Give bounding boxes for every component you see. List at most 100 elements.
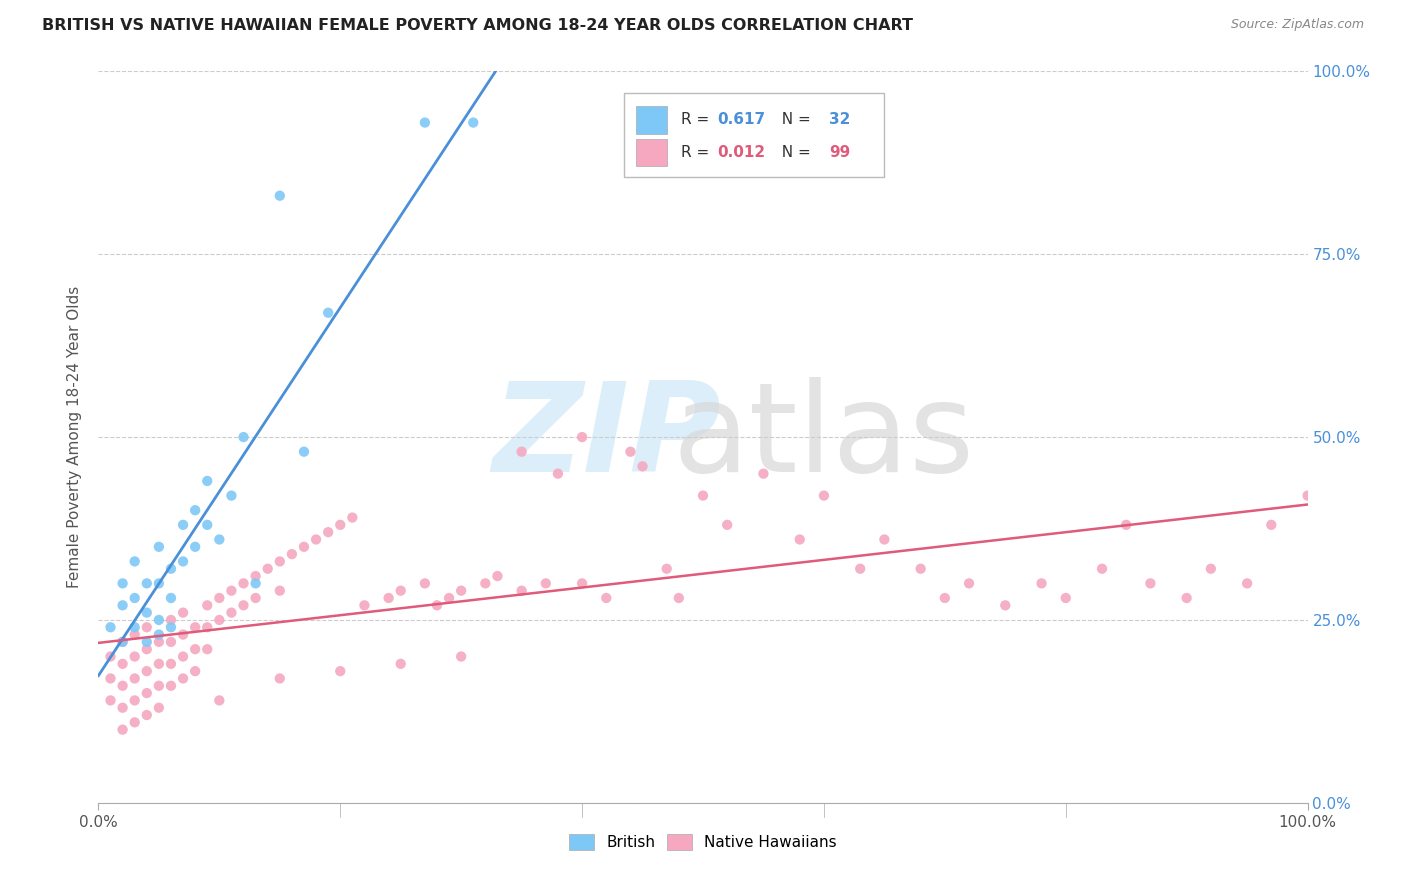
Point: [124, 672, 146, 686]
Point: [245, 576, 267, 591]
Point: [1115, 517, 1137, 532]
Point: [450, 649, 472, 664]
Point: [135, 642, 157, 657]
Point: [413, 115, 436, 129]
Point: [208, 591, 231, 605]
Point: [208, 533, 231, 547]
Point: [135, 606, 157, 620]
Point: [486, 569, 509, 583]
Point: [1199, 562, 1222, 576]
Point: [160, 635, 183, 649]
Point: [342, 510, 364, 524]
Point: [994, 599, 1017, 613]
Point: [135, 576, 157, 591]
Point: [184, 540, 207, 554]
Point: [329, 664, 352, 678]
Text: N =: N =: [772, 145, 815, 160]
Text: 0.617: 0.617: [717, 112, 766, 128]
Point: [124, 620, 146, 634]
Point: [111, 657, 134, 671]
Point: [1054, 591, 1077, 605]
Point: [957, 576, 980, 591]
Point: [148, 657, 170, 671]
Point: [111, 723, 134, 737]
Point: [292, 444, 315, 458]
Point: [510, 583, 533, 598]
Point: [426, 599, 449, 613]
Point: [316, 525, 339, 540]
Point: [135, 686, 157, 700]
Point: [160, 591, 183, 605]
Point: [195, 517, 218, 532]
Point: [716, 517, 738, 532]
Point: [269, 583, 291, 598]
Point: [148, 700, 170, 714]
Point: [124, 591, 146, 605]
Point: [135, 635, 157, 649]
Point: [208, 693, 231, 707]
Point: [184, 642, 207, 657]
Point: [595, 591, 617, 605]
Point: [221, 489, 243, 503]
Point: [534, 576, 557, 591]
Point: [256, 562, 278, 576]
Point: [111, 635, 134, 649]
Legend: British, Native Hawaiians: British, Native Hawaiians: [569, 834, 837, 850]
Text: ZIP: ZIP: [492, 376, 721, 498]
Point: [160, 620, 183, 634]
Point: [631, 459, 654, 474]
Point: [100, 672, 122, 686]
Point: [377, 591, 399, 605]
Point: [221, 583, 243, 598]
Text: 0.012: 0.012: [717, 145, 766, 160]
Point: [292, 540, 315, 554]
Point: [148, 627, 170, 641]
Point: [232, 576, 254, 591]
Point: [100, 693, 122, 707]
Point: [148, 679, 170, 693]
Text: 99: 99: [828, 145, 851, 160]
Point: [437, 591, 460, 605]
Point: [172, 554, 194, 568]
Point: [269, 188, 291, 202]
Point: [474, 576, 496, 591]
Point: [148, 576, 170, 591]
Point: [789, 533, 811, 547]
Point: [752, 467, 775, 481]
Point: [269, 672, 291, 686]
Point: [135, 708, 157, 723]
Point: [305, 533, 328, 547]
Bar: [637, 106, 666, 134]
Point: [172, 649, 194, 664]
Point: [1031, 576, 1053, 591]
Point: [934, 591, 956, 605]
Point: [668, 591, 690, 605]
Point: [172, 606, 194, 620]
Point: [813, 489, 835, 503]
Point: [1091, 562, 1114, 576]
Point: [269, 554, 291, 568]
Bar: [637, 138, 666, 167]
Point: [160, 562, 183, 576]
Point: [111, 599, 134, 613]
Point: [100, 620, 122, 634]
Point: [1236, 576, 1258, 591]
Point: [450, 583, 472, 598]
Point: [1296, 489, 1319, 503]
Point: [221, 606, 243, 620]
Point: [281, 547, 304, 561]
FancyBboxPatch shape: [624, 94, 884, 178]
Text: 32: 32: [828, 112, 851, 128]
Point: [692, 489, 714, 503]
Text: atlas: atlas: [673, 376, 974, 498]
Point: [184, 503, 207, 517]
Point: [160, 657, 183, 671]
Y-axis label: Female Poverty Among 18-24 Year Olds: Female Poverty Among 18-24 Year Olds: [67, 286, 83, 588]
Point: [873, 533, 896, 547]
Point: [571, 430, 593, 444]
Text: BRITISH VS NATIVE HAWAIIAN FEMALE POVERTY AMONG 18-24 YEAR OLDS CORRELATION CHAR: BRITISH VS NATIVE HAWAIIAN FEMALE POVERT…: [42, 18, 912, 33]
Point: [160, 613, 183, 627]
Point: [1260, 517, 1282, 532]
Point: [124, 554, 146, 568]
Point: [184, 664, 207, 678]
